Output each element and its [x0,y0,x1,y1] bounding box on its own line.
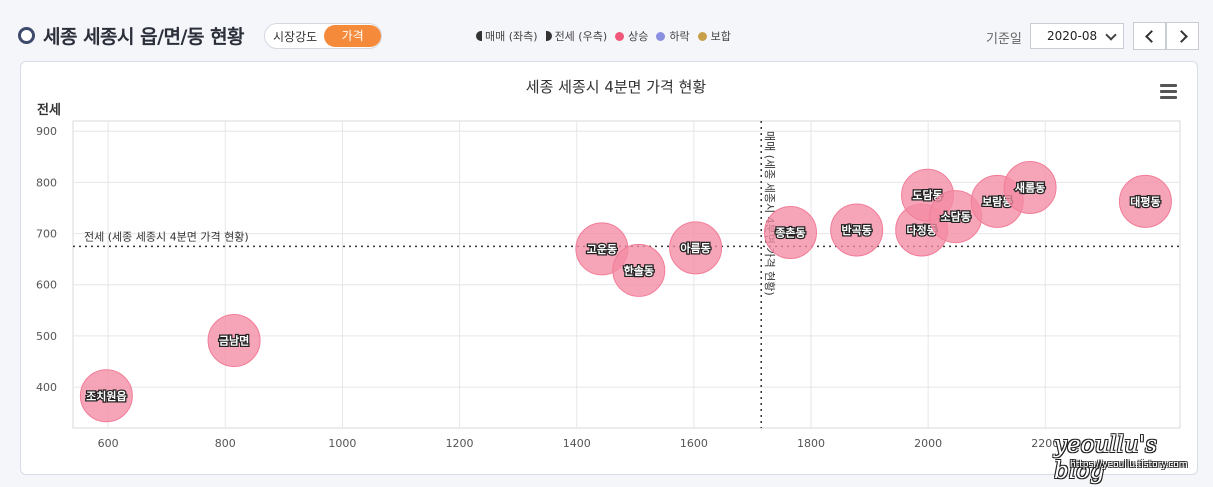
x-tick-label: 1600 [680,437,708,450]
x-tick-label: 1200 [446,437,474,450]
x-tick-label: 600 [98,437,119,450]
y-tick-label: 900 [36,125,57,138]
y-tick-label: 600 [36,279,57,292]
legend-label: 전세 (우측) [554,30,608,43]
legend: 매매 (좌측) 전세 (우측) 상승 하락 보합 [476,28,739,44]
x-tick-label: 2000 [914,437,942,450]
legend-label: 하락 [669,30,690,43]
data-point [1118,174,1172,228]
flat-dot-icon [697,31,707,41]
y-tick-label: 700 [36,228,57,241]
legend-label: 보합 [710,30,731,43]
legend-item-flat: 보합 [697,28,731,44]
legend-label: 매매 (좌측) [485,30,538,43]
data-point-label: 다정동 [907,223,937,237]
next-date-button[interactable] [1166,22,1199,50]
data-point [669,221,723,275]
legend-label: 상승 [628,30,649,43]
fall-dot-icon [656,31,666,41]
data-point-label: 새롬동 [1015,181,1045,195]
legend-item-down: 하락 [656,28,690,44]
data-point-label: 한솔동 [624,263,654,277]
x-tick-label: 1400 [563,437,591,450]
data-point-label: 금남면 [219,334,249,348]
reference-label-x: 매매 (세종 세종시 4분면 가격 현황) [763,131,776,296]
legend-item-sale: 매매 (좌측) [476,28,538,44]
data-point-label: 반곡동 [841,223,871,237]
legend-item-up: 상승 [615,28,648,44]
data-point [1003,161,1057,215]
y-tick-label: 400 [36,381,57,394]
watermark-url: https://yeoullu.tistory.com [1070,460,1188,470]
y-tick-label: 800 [36,176,57,189]
data-point [207,314,261,368]
data-point-label: 고운동 [587,243,617,256]
y-axis-title: 전세 [37,102,61,118]
data-point-label: 조치원읍 [86,389,126,403]
half-left-icon [476,31,482,41]
data-point-label: 종촌동 [775,226,805,240]
plot-frame [72,120,1181,429]
x-tick-label: 2200 [1031,437,1059,450]
chart-title: 세종 세종시 4분면 가격 현황 [526,78,707,96]
title-wrap: 세종 세종시 읍/면/동 현황 [18,22,245,49]
rise-dot-icon [615,31,625,41]
x-tick-label: 1000 [328,437,356,450]
date-value: 2020-08 [1047,29,1098,43]
prev-date-button[interactable] [1133,22,1166,50]
x-tick-label: 1800 [797,437,825,450]
view-toggle[interactable]: 시장강도 가격 [264,23,382,49]
data-point [764,206,817,260]
half-right-icon [545,31,552,41]
toggle-price[interactable]: 가격 [324,25,381,47]
data-point-label: 소담동 [940,210,970,224]
legend-item-jeonse: 전세 (우측) [545,28,608,44]
data-point-label: 아름동 [680,241,710,255]
data-point-label: 보람동 [982,195,1012,208]
data-point [612,243,666,297]
data-point [79,369,133,423]
reference-label-y: 전세 (세종 세종시 4분면 가격 현황) [84,230,249,243]
page-title: 세종 세종시 읍/면/동 현황 [43,26,245,48]
top-bar: 세종 세종시 읍/면/동 현황 시장강도 가격 매매 (좌측) 전세 (우측) … [0,0,1213,60]
circle-bullet-icon [18,27,35,44]
date-label: 기준일 [986,32,1022,47]
menu-icon[interactable] [1160,84,1177,102]
data-point-label: 대평동 [1130,194,1160,208]
data-point [830,203,884,257]
watermark-text: yeoullu's blog [1054,432,1157,484]
y-tick-label: 500 [36,330,57,343]
toggle-market-strength[interactable]: 시장강도 [273,29,318,44]
x-tick-label: 800 [215,437,236,450]
date-select[interactable]: 2020-08 [1030,23,1124,49]
